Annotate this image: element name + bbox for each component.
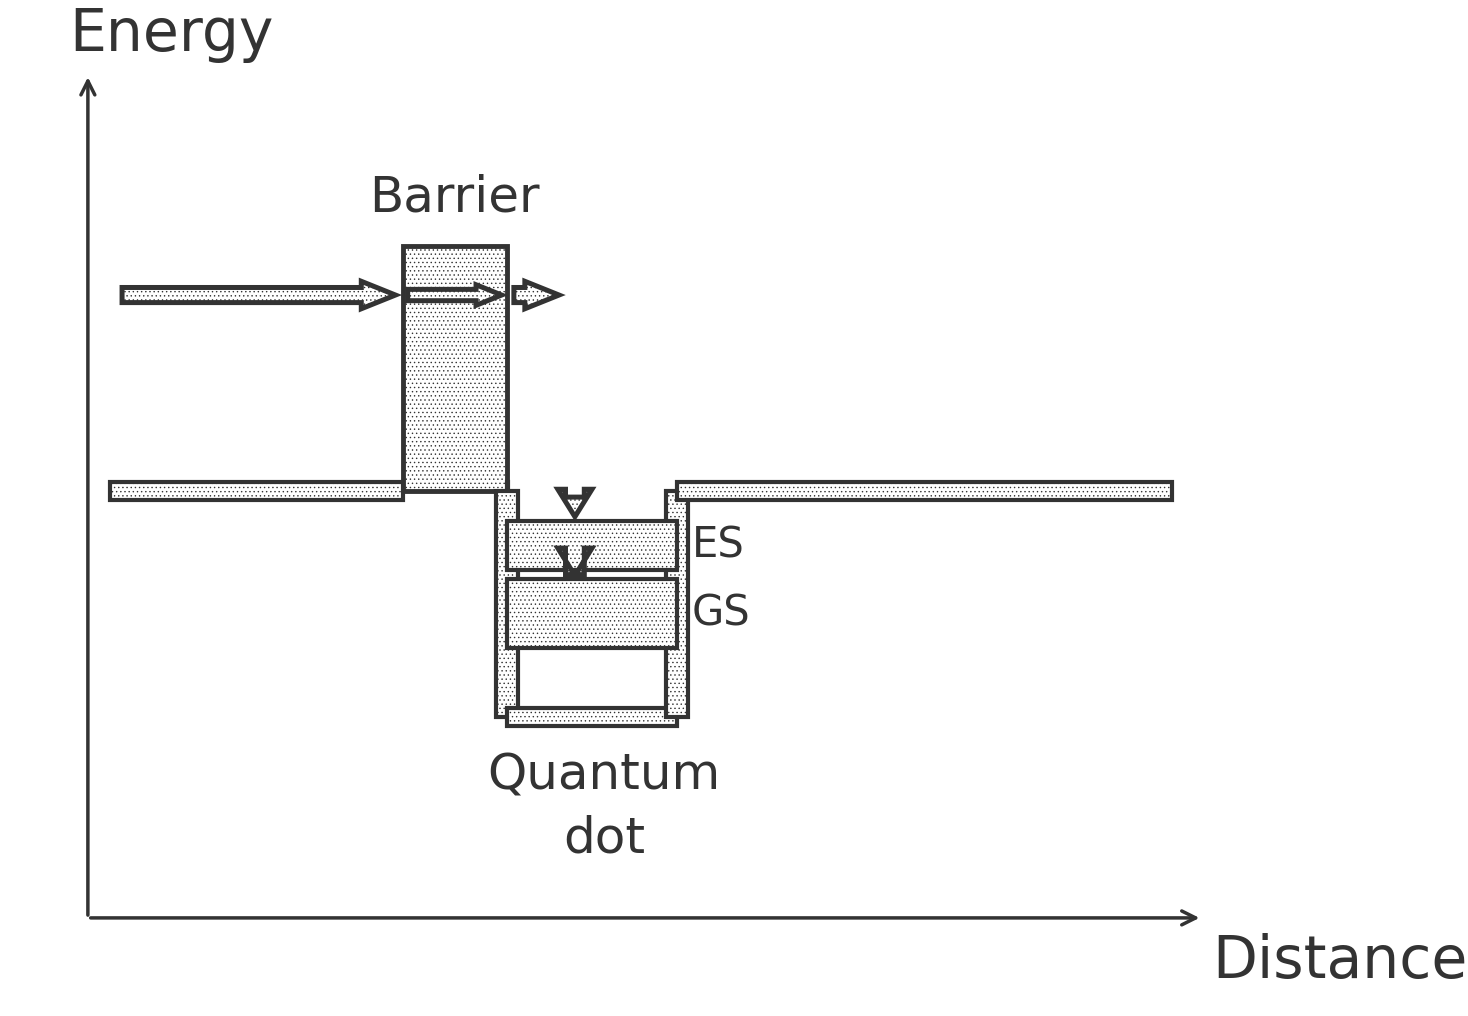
Text: Distance: Distance — [1213, 933, 1468, 990]
Bar — [506, 520, 677, 570]
FancyArrow shape — [558, 548, 592, 576]
Bar — [110, 483, 402, 500]
FancyArrow shape — [558, 490, 592, 517]
Bar — [677, 483, 1171, 500]
Text: Energy: Energy — [69, 5, 275, 63]
Bar — [506, 708, 677, 725]
Bar — [666, 491, 688, 717]
Text: Quantum
dot: Quantum dot — [487, 751, 721, 863]
Bar — [496, 491, 518, 717]
Text: GS: GS — [691, 592, 750, 635]
FancyArrow shape — [408, 284, 502, 306]
Bar — [506, 579, 677, 648]
FancyArrow shape — [514, 281, 559, 309]
Text: Barrier: Barrier — [370, 174, 540, 221]
FancyArrow shape — [122, 281, 395, 309]
Text: ES: ES — [691, 524, 744, 566]
Bar — [402, 246, 506, 491]
